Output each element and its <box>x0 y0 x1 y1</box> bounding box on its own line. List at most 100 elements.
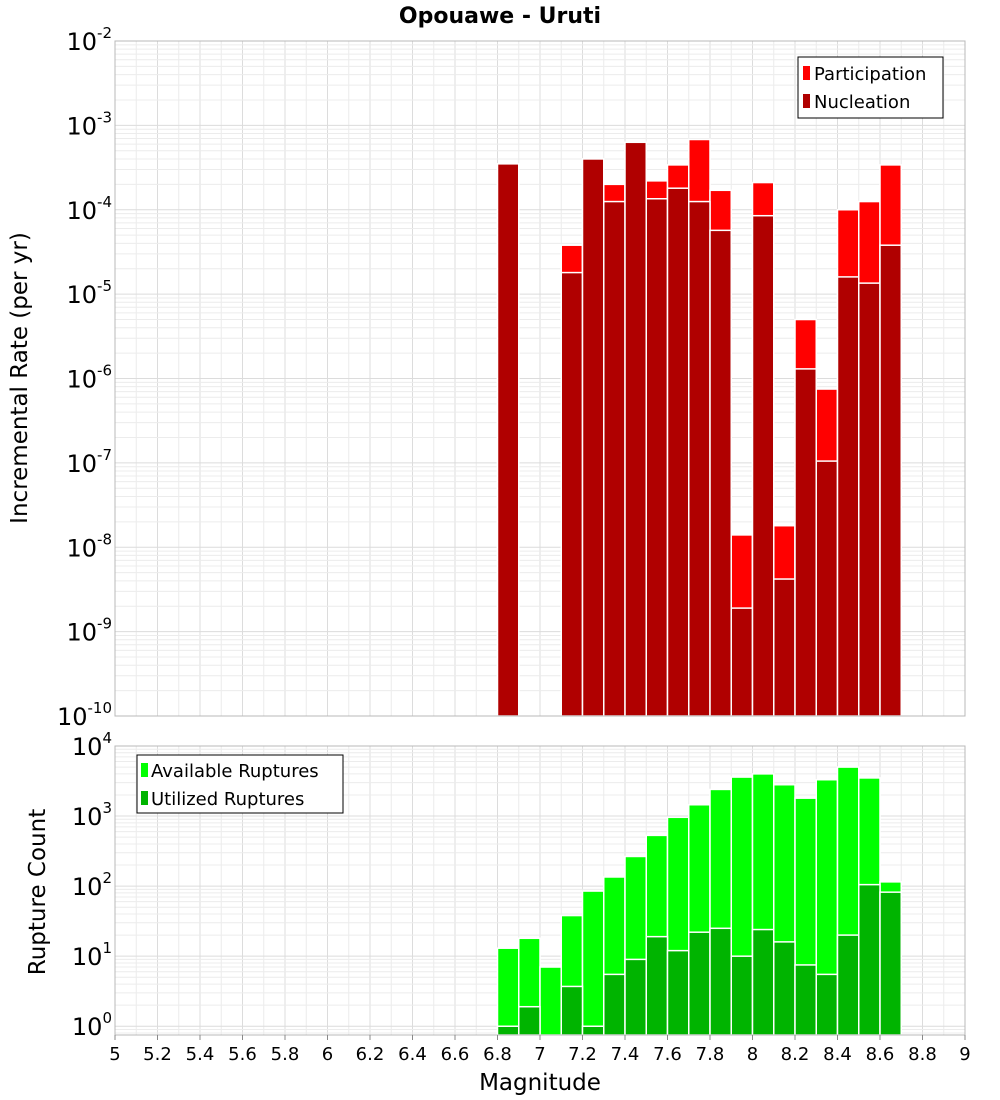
bottom-bar-utilized-ruptures <box>815 973 839 1036</box>
x-tick-label: 8.2 <box>781 1044 810 1065</box>
bottom-y-tick-exponent: 4 <box>102 729 112 747</box>
top-y-tick-label: 10-10 <box>57 699 112 731</box>
top-bar-nucleation <box>624 141 647 717</box>
top-bar-nucleation <box>836 276 860 717</box>
bottom-y-tick-label: 100 <box>72 1009 112 1041</box>
x-tick-label: 8 <box>747 1044 758 1065</box>
top-y-tick-label: 10-3 <box>66 108 112 140</box>
x-tick-label: 6.2 <box>356 1044 385 1065</box>
top-bar-nucleation <box>666 187 690 717</box>
bottom-bar-utilized-ruptures <box>688 931 711 1036</box>
top-bar-nucleation <box>603 200 626 717</box>
legend-label-nucleation: Nucleation <box>814 92 910 113</box>
x-tick-label: 5.6 <box>228 1044 257 1065</box>
x-tick-label: 5 <box>109 1044 120 1065</box>
bottom-bar-utilized-ruptures <box>496 1025 520 1036</box>
x-tick-label: 8.4 <box>823 1044 852 1065</box>
bottom-bar-utilized-ruptures <box>858 883 881 1036</box>
top-bar-nucleation <box>688 200 711 717</box>
top-y-tick-exponent: -8 <box>97 530 112 548</box>
top-y-tick-label: 10-9 <box>66 615 112 647</box>
top-bar-nucleation <box>858 282 881 717</box>
bottom-legend-box <box>136 754 344 814</box>
bottom-bar-available-ruptures <box>496 947 520 1036</box>
chart-title: Opouawe - Uruti <box>399 4 601 29</box>
top-bar-nucleation <box>751 214 775 717</box>
bottom-bar-utilized-ruptures <box>730 955 754 1036</box>
top-y-tick-label: 10-4 <box>66 193 112 225</box>
x-tick-label: 6.8 <box>483 1044 512 1065</box>
top-y-tick-exponent: -2 <box>97 24 112 42</box>
bottom-bar-utilized-ruptures <box>645 935 669 1036</box>
top-bar-nucleation <box>879 244 902 717</box>
top-bar-nucleation <box>581 158 605 717</box>
top-y-tick-exponent: -4 <box>97 193 112 211</box>
x-axis-label: Magnitude <box>479 1070 601 1096</box>
bottom-y-tick-label: 101 <box>72 939 112 971</box>
x-tick-label: 9 <box>959 1044 970 1065</box>
top-y-tick-label: 10-8 <box>66 530 112 562</box>
top-legend: Participation Nucleation <box>797 56 944 119</box>
top-y-tick-base: 10 <box>66 450 97 478</box>
x-ticks: 5 5.2 5.4 5.6 5.8 6 6.2 6.4 6.6 6.8 7 7.2 7.4 7.6 7.8 8… <box>109 1035 971 1065</box>
bottom-y-tick-base: 10 <box>72 803 103 831</box>
top-bar-nucleation <box>815 460 839 717</box>
bottom-y-tick-exponent: 1 <box>102 939 112 957</box>
x-tick-label: 5.4 <box>186 1044 215 1065</box>
top-y-tick-label: 10-5 <box>66 277 112 309</box>
legend-label-available: Available Ruptures <box>151 761 319 782</box>
top-y-axis-label: Incremental Rate (per yr) <box>7 232 33 524</box>
top-y-tick-exponent: -5 <box>97 277 112 295</box>
top-y-tick-exponent: -10 <box>88 699 113 717</box>
top-bar-nucleation <box>773 578 796 717</box>
top-y-tick-base: 10 <box>66 534 97 562</box>
x-tick-label: 7.6 <box>653 1044 682 1065</box>
x-tick-label: 5.8 <box>271 1044 300 1065</box>
bottom-bar-utilized-ruptures <box>603 973 626 1036</box>
x-tick-label: 6 <box>322 1044 333 1065</box>
top-y-tick-base: 10 <box>66 112 97 140</box>
legend-swatch-participation <box>803 66 810 80</box>
top-bar-nucleation <box>709 229 732 717</box>
top-y-tick-exponent: -6 <box>97 362 112 380</box>
top-y-tick-base: 10 <box>66 28 97 56</box>
x-tick-label: 8.8 <box>908 1044 937 1065</box>
x-tick-label: 5.2 <box>143 1044 172 1065</box>
bottom-panel-bars <box>496 766 902 1036</box>
top-bar-nucleation <box>560 271 584 717</box>
x-tick-label: 7.8 <box>696 1044 725 1065</box>
top-y-tick-exponent: -9 <box>97 615 112 633</box>
top-bar-nucleation <box>794 368 817 717</box>
bottom-bar-utilized-ruptures <box>518 1005 541 1036</box>
bottom-y-tick-base: 10 <box>72 1013 103 1041</box>
bottom-y-tick-base: 10 <box>72 943 103 971</box>
x-tick-label: 7.2 <box>568 1044 597 1065</box>
legend-swatch-utilized <box>141 791 148 805</box>
bottom-bar-available-ruptures <box>581 890 605 1036</box>
bottom-y-tick-label: 102 <box>72 869 112 901</box>
bottom-bar-utilized-ruptures <box>560 985 584 1036</box>
top-y-tick-label: 10-6 <box>66 362 112 394</box>
x-tick-label: 8.6 <box>866 1044 895 1065</box>
bottom-y-tick-exponent: 3 <box>102 799 112 817</box>
bottom-y-tick-label: 104 <box>72 729 112 761</box>
bottom-bar-utilized-ruptures <box>709 927 732 1036</box>
bottom-bar-utilized-ruptures <box>794 964 817 1036</box>
top-panel-bars <box>496 138 902 717</box>
top-legend-box <box>797 56 944 119</box>
bottom-bar-utilized-ruptures <box>624 958 647 1036</box>
top-y-tick-base: 10 <box>66 281 97 309</box>
bottom-bar-utilized-ruptures <box>836 934 860 1036</box>
legend-label-utilized: Utilized Ruptures <box>151 789 304 810</box>
bottom-y-tick-exponent: 0 <box>102 1009 112 1027</box>
bottom-bar-available-ruptures <box>539 966 562 1036</box>
x-tick-label: 7.4 <box>611 1044 640 1065</box>
bottom-y-tick-base: 10 <box>72 733 103 761</box>
bottom-bar-utilized-ruptures <box>773 941 796 1036</box>
bottom-y-tick-exponent: 2 <box>102 869 112 887</box>
bottom-y-tick-base: 10 <box>72 873 103 901</box>
top-y-tick-base: 10 <box>57 703 88 731</box>
